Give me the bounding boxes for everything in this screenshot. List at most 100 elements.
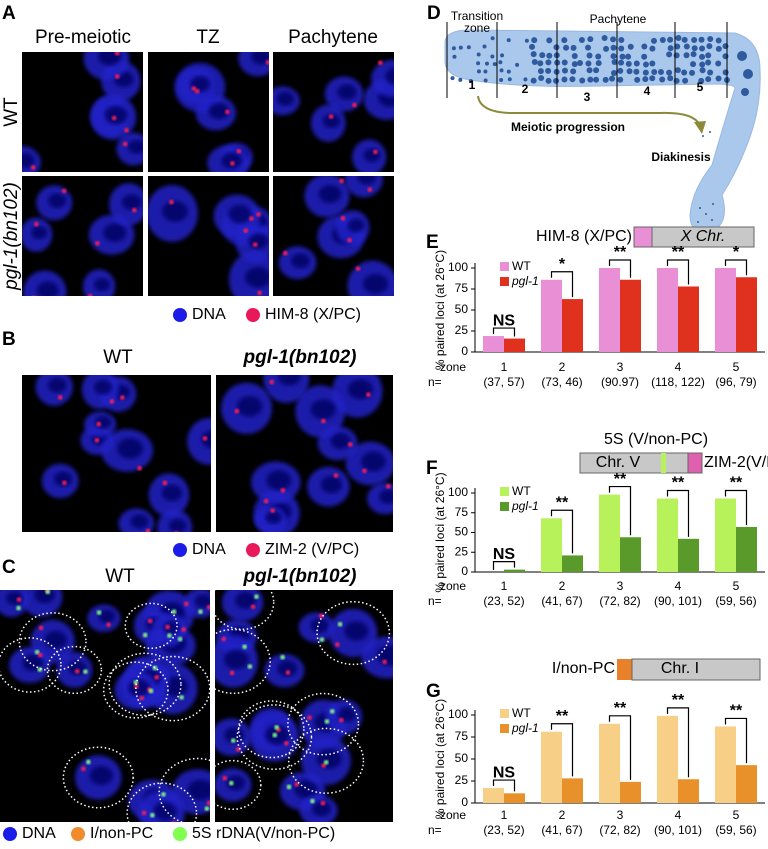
x-tick-label: 2 (559, 579, 566, 593)
micrograph (148, 176, 269, 296)
progression-arrow (477, 95, 701, 127)
nucleus-core (161, 484, 183, 502)
region-label: zone (464, 21, 490, 35)
nucleus-core (322, 114, 340, 129)
progression-label: Meiotic progression (511, 120, 625, 134)
focus (191, 86, 197, 91)
nucleus-dot (506, 69, 511, 74)
nucleus-dot (523, 77, 528, 82)
locus-swatch (633, 226, 653, 248)
nucleus-dot (545, 77, 552, 84)
focus (106, 622, 111, 627)
nucleus-dot (642, 61, 649, 68)
column-header: pgl-1(bn102) (243, 566, 357, 587)
focus (247, 664, 253, 669)
y-tick-label: 50 (455, 525, 469, 539)
nucleus-dot (610, 44, 617, 51)
nucleus-dot (507, 77, 512, 82)
focus (167, 633, 172, 638)
focus (229, 780, 234, 786)
focus (34, 649, 40, 655)
nucleus-dot (498, 60, 503, 65)
chromosome-dot (711, 219, 713, 221)
nucleus-core (318, 184, 342, 203)
significance-bracket (492, 561, 516, 570)
micrograph (215, 590, 393, 822)
focus (280, 654, 285, 660)
focus (333, 473, 339, 478)
nucleus-dot (707, 69, 714, 76)
focus (38, 652, 43, 658)
focus (141, 810, 147, 816)
nucleus-dot (476, 52, 481, 57)
legend-label: DNA (192, 541, 226, 558)
cell-outline (46, 645, 103, 695)
focus (221, 636, 227, 642)
focus (179, 695, 184, 700)
nucleus-dot (634, 76, 641, 83)
bar (678, 538, 699, 572)
bar (504, 793, 525, 803)
nucleus-dot (538, 75, 545, 82)
focus (339, 178, 344, 184)
nucleus-core (264, 725, 290, 745)
focus (198, 609, 203, 615)
legend-label: I/non-PC (90, 825, 153, 842)
focus (142, 632, 148, 638)
legend-dot (3, 827, 17, 841)
significance-label: ** (614, 244, 627, 261)
significance-label: NS (493, 546, 516, 563)
nucleus-dot (698, 77, 705, 84)
column-header: WT (103, 347, 133, 368)
nucleus-dot (667, 36, 674, 43)
focus (320, 800, 326, 806)
focus (274, 725, 279, 730)
locus-label: ZIM-2(V/PC) (704, 454, 768, 471)
legend-label: WT (512, 706, 531, 720)
focus (120, 395, 125, 400)
focus (265, 60, 269, 65)
focus (165, 624, 170, 630)
nucleus-dot (451, 46, 456, 51)
legend-swatch (500, 724, 509, 733)
zone-number: 4 (644, 84, 651, 98)
nucleus-core (31, 226, 48, 240)
focus (114, 52, 120, 56)
n-label: n= (428, 594, 442, 608)
focus (62, 480, 67, 486)
row-label: pgl-1(bn102) (1, 182, 22, 291)
nucleus-dot (450, 76, 455, 81)
nucleus-core (265, 511, 282, 524)
nucleus-dot (476, 61, 481, 66)
chromosome-dot (699, 207, 701, 209)
focus (318, 613, 324, 619)
cell-outline (215, 759, 262, 811)
significance-label: * (733, 244, 740, 261)
nucleus-core (379, 489, 393, 504)
significance-bracket (666, 489, 690, 537)
panel-letter: A (2, 3, 16, 24)
column-header: Pre-meiotic (35, 27, 131, 48)
nucleus-dot (515, 62, 520, 67)
y-tick-label: 75 (455, 729, 469, 743)
nucleus-core (248, 233, 269, 249)
nucleus-dot (659, 76, 666, 83)
locus-label: I/non-PC (552, 660, 615, 677)
nucleus-dot (531, 59, 538, 66)
bar (657, 268, 678, 352)
locus-label: HIM-8 (X/PC) (536, 228, 632, 245)
focus (154, 674, 160, 680)
nucleus-dot (499, 68, 504, 73)
nucleus-dot (482, 44, 487, 49)
cell-outline (237, 700, 305, 759)
nucleus-dot (642, 76, 649, 83)
y-tick-label: 0 (461, 795, 468, 809)
focus (256, 212, 261, 217)
panel-letter: F (426, 458, 438, 479)
bar (562, 778, 583, 803)
legend-swatch (500, 262, 509, 271)
bar (562, 299, 583, 352)
nucleus-dot (537, 68, 544, 75)
zone-number: 5 (697, 80, 704, 94)
